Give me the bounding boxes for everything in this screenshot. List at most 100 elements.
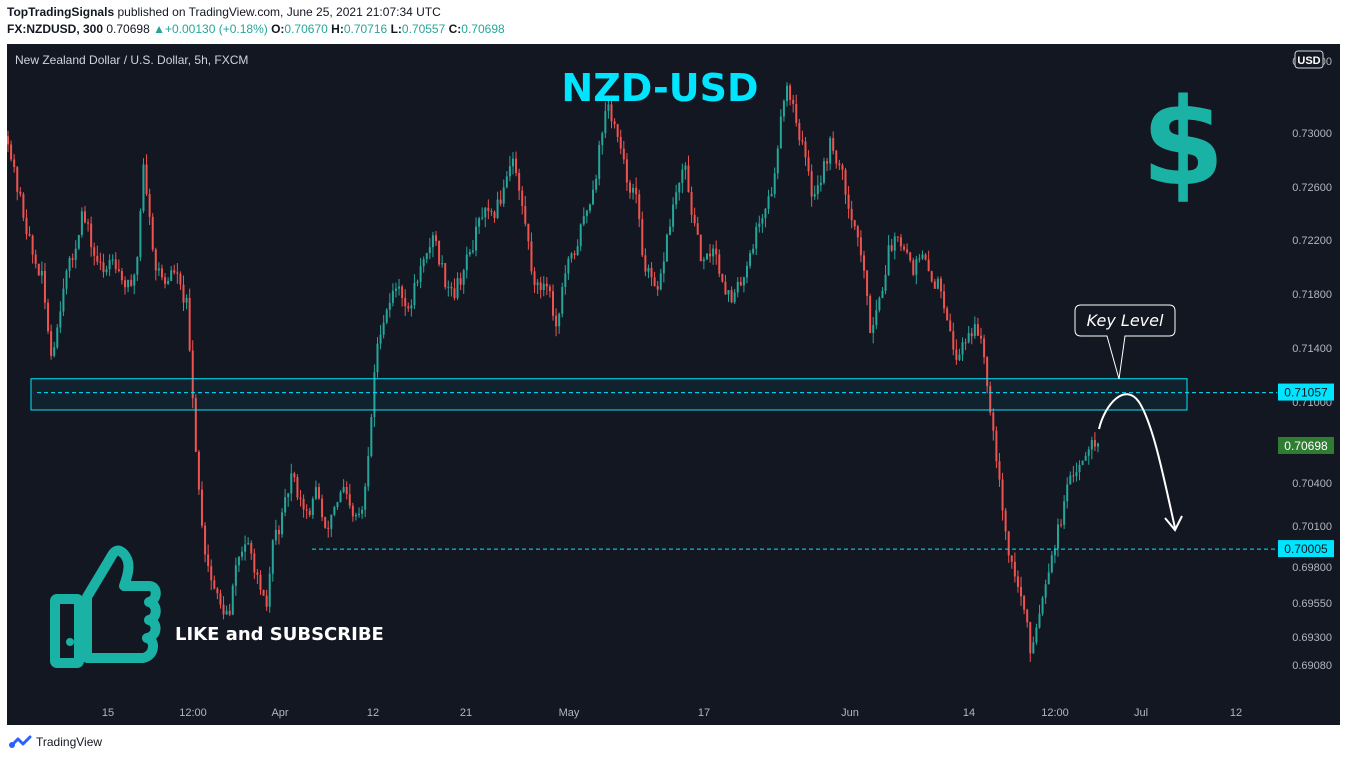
- candle: [638, 189, 641, 228]
- candle: [394, 282, 397, 298]
- candle: [361, 506, 364, 519]
- candle: [684, 162, 687, 180]
- candle: [949, 313, 952, 332]
- candle: [388, 293, 391, 318]
- footer-brand[interactable]: TradingView: [36, 735, 103, 749]
- y-tick-label: 0.69550: [1292, 598, 1332, 610]
- candle: [758, 215, 761, 233]
- high-value: 0.70716: [343, 22, 388, 36]
- candle: [105, 265, 108, 276]
- candle: [358, 507, 361, 518]
- candle: [582, 207, 585, 227]
- candle: [164, 272, 167, 289]
- candle: [87, 218, 90, 232]
- candle: [142, 158, 145, 214]
- candle: [875, 299, 878, 330]
- candle: [912, 257, 915, 277]
- candle: [847, 185, 850, 219]
- footer: TradingView: [8, 735, 102, 749]
- candle: [930, 270, 933, 283]
- candle: [696, 216, 699, 236]
- candle: [742, 276, 745, 293]
- currency-badge[interactable]: USD: [1294, 50, 1324, 69]
- symbol[interactable]: FX:NZDUSD, 300: [7, 22, 104, 36]
- candle: [219, 589, 222, 609]
- candle: [986, 356, 989, 394]
- candle: [111, 254, 114, 265]
- candle: [1038, 604, 1041, 629]
- candle: [367, 446, 370, 492]
- candle: [979, 327, 982, 344]
- candle: [1010, 555, 1013, 569]
- candle: [1072, 465, 1075, 483]
- candle: [130, 274, 133, 288]
- last-price: 0.70698: [106, 22, 150, 36]
- candle: [595, 174, 598, 193]
- candle: [712, 244, 715, 265]
- candle: [410, 299, 413, 317]
- candle: [844, 167, 847, 205]
- candle: [899, 233, 902, 252]
- candle: [428, 237, 431, 260]
- candle: [705, 253, 708, 261]
- candle: [284, 488, 287, 517]
- candle: [444, 262, 447, 290]
- candle: [114, 252, 117, 274]
- candle: [539, 276, 542, 299]
- candle: [545, 277, 548, 296]
- candle: [976, 317, 979, 336]
- candle: [441, 255, 444, 268]
- candle: [354, 512, 357, 521]
- candle: [632, 183, 635, 200]
- candle: [542, 276, 545, 297]
- candle: [225, 605, 228, 615]
- candle: [154, 247, 157, 281]
- like-subscribe-text: LIKE and SUBSCRIBE: [175, 624, 384, 645]
- candle: [231, 583, 234, 616]
- candle: [983, 334, 986, 365]
- candle: [216, 587, 219, 600]
- candle: [890, 238, 893, 253]
- candle: [995, 426, 998, 469]
- candle: [958, 348, 961, 362]
- candle: [903, 243, 906, 252]
- candle: [702, 256, 705, 270]
- candle: [527, 223, 530, 250]
- chart-canvas[interactable]: 0.733000.730000.726000.722000.718000.714…: [7, 44, 1340, 725]
- candle: [530, 232, 533, 275]
- candle: [40, 261, 43, 284]
- candle: [878, 296, 881, 313]
- candle: [348, 483, 351, 509]
- candle: [416, 279, 419, 287]
- candle: [256, 568, 259, 585]
- candle: [739, 276, 742, 287]
- candle: [293, 471, 296, 483]
- candle: [515, 151, 518, 177]
- candle: [896, 236, 899, 242]
- publisher-name[interactable]: TopTradingSignals: [7, 5, 115, 19]
- candle: [22, 192, 25, 222]
- chart-pane[interactable]: 0.733000.730000.726000.722000.718000.714…: [7, 44, 1340, 725]
- candle: [607, 99, 610, 119]
- candle: [10, 140, 13, 162]
- candle: [841, 163, 844, 180]
- candle: [43, 262, 46, 310]
- candle: [1090, 436, 1093, 460]
- candle: [1075, 462, 1078, 482]
- candle: [866, 269, 869, 306]
- candle: [955, 339, 958, 365]
- key-level-label: Key Level: [1087, 311, 1164, 330]
- candle: [576, 239, 579, 257]
- candle: [65, 268, 68, 295]
- candle: [946, 306, 949, 321]
- candle: [120, 267, 123, 285]
- candle: [964, 338, 967, 351]
- candle: [782, 99, 785, 122]
- candle: [822, 157, 825, 185]
- candle: [819, 175, 822, 192]
- candle: [170, 266, 173, 282]
- candle: [628, 179, 631, 199]
- candle: [752, 243, 755, 255]
- candle: [801, 130, 804, 145]
- candle: [521, 186, 524, 215]
